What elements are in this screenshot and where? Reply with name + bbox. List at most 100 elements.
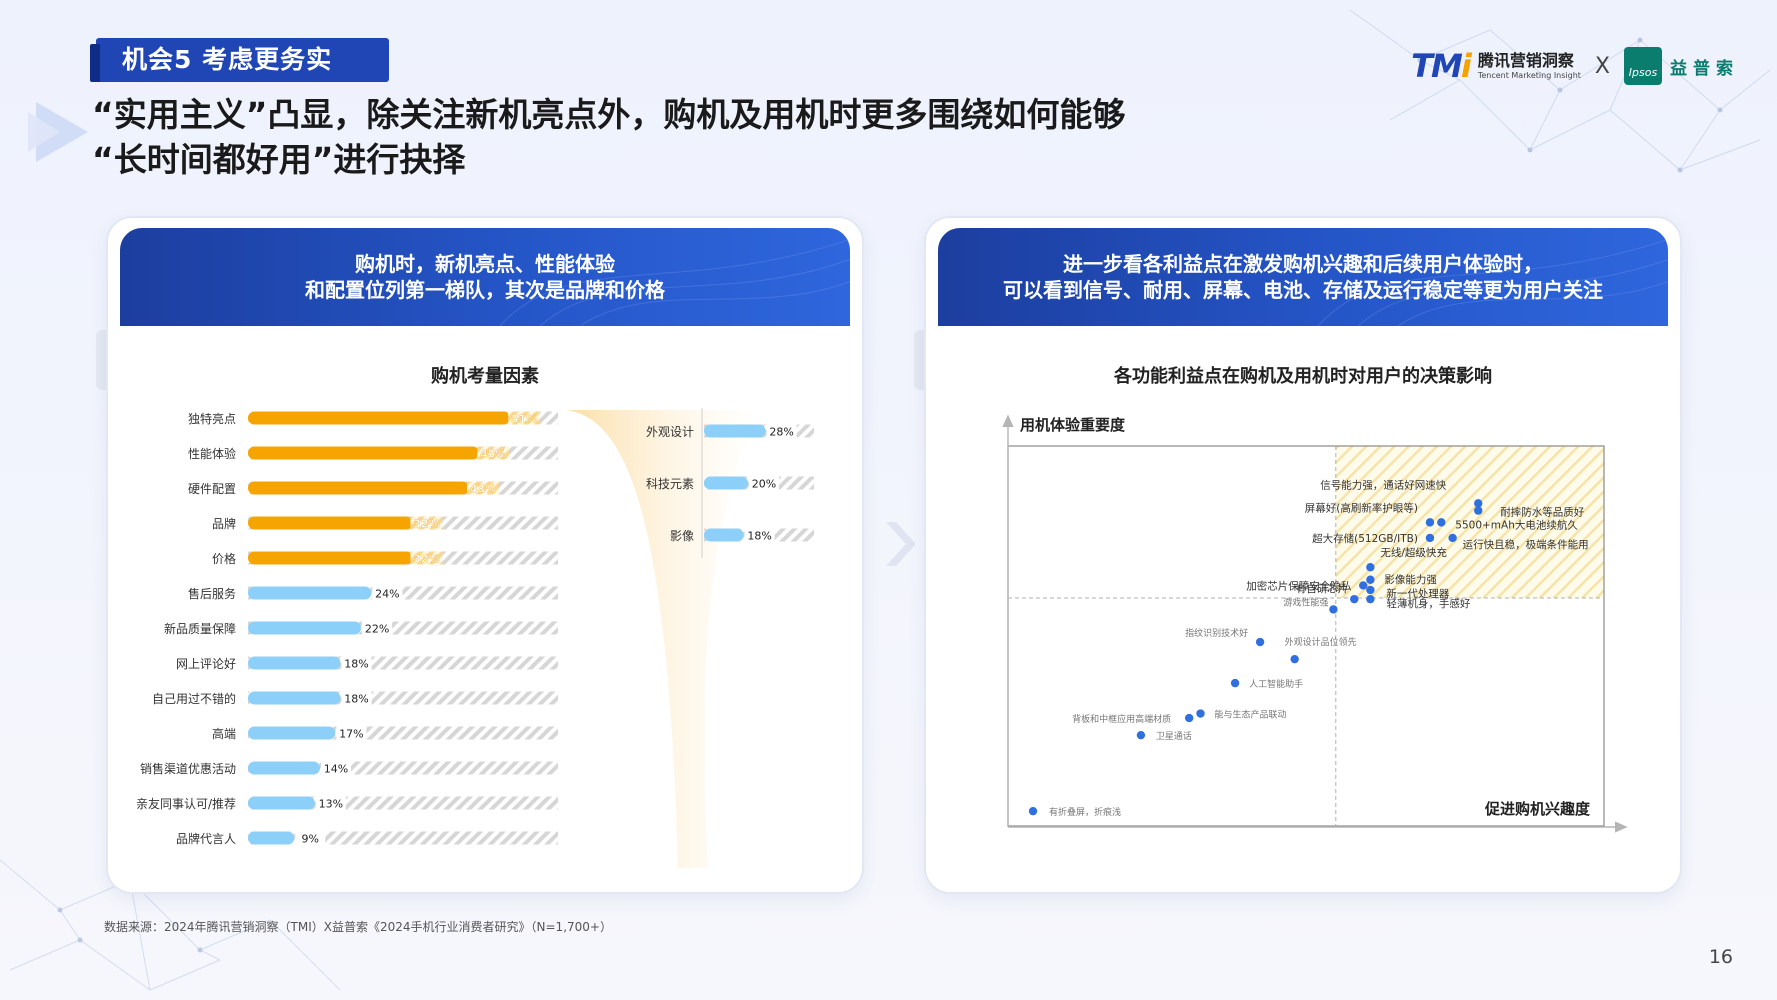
bar-category-label: 品牌代言人 bbox=[176, 832, 236, 846]
sub-bar-label-bg bbox=[749, 476, 779, 490]
bar-category-label: 售后服务 bbox=[188, 586, 236, 601]
scatter-point-label: 加密芯片保障安全隐私 bbox=[1246, 579, 1351, 592]
sub-bar bbox=[704, 424, 766, 438]
scatter-point bbox=[1448, 533, 1457, 543]
bar-category-label: 销售渠道优惠活动 bbox=[140, 761, 236, 776]
bar bbox=[248, 691, 341, 705]
bar-category-label: 硬件配置 bbox=[188, 482, 236, 496]
bar-value-label: 43% bbox=[470, 483, 496, 496]
scatter-point bbox=[1366, 594, 1375, 604]
bar-value-label: 9% bbox=[302, 833, 319, 846]
bar bbox=[248, 411, 511, 425]
scatter-point-label: 游戏性能强 bbox=[1283, 596, 1328, 608]
y-axis-label: 用机体验重要度 bbox=[1020, 416, 1126, 434]
left-panel: 购机时，新机亮点、性能体验 和配置位列第一梯队，其次是品牌和价格 购机考量因素 … bbox=[106, 216, 864, 894]
sub-bar-label-bg bbox=[744, 528, 775, 542]
bar-value-label: 14% bbox=[324, 763, 348, 776]
bar-label-bg bbox=[320, 761, 351, 775]
bar-value-label: 17% bbox=[339, 728, 363, 741]
bar-value-label: 13% bbox=[319, 798, 343, 811]
bar-category-label: 高端 bbox=[212, 726, 236, 741]
scatter-point-label: 指纹识别技术好 bbox=[1185, 627, 1248, 639]
sub-bar-category-label: 科技元素 bbox=[646, 477, 694, 491]
bar-label-bg bbox=[315, 796, 346, 810]
scatter-point-label: 屏幕好(高刷新率护眼等) bbox=[1305, 501, 1418, 514]
bar bbox=[248, 621, 362, 635]
page-number: 16 bbox=[1708, 946, 1733, 968]
tmi-logo-icon: TMi bbox=[1411, 47, 1472, 85]
scatter-point-label: 能与生态产品联动 bbox=[1215, 709, 1287, 721]
right-panel-header: 进一步看各利益点在激发购机兴趣和后续用户体验时， 可以看到信号、耐用、屏幕、电池… bbox=[938, 228, 1668, 326]
scatter-point bbox=[1350, 594, 1359, 604]
scatter-point bbox=[1474, 499, 1483, 508]
sub-bar-value-label: 28% bbox=[769, 426, 793, 439]
bar bbox=[248, 656, 341, 670]
scatter-point bbox=[1136, 730, 1146, 740]
bar-value-label: 45% bbox=[480, 448, 506, 461]
bar-label-bg bbox=[362, 621, 393, 635]
sub-bar-category-label: 影像 bbox=[670, 529, 694, 543]
bar-value-label: 24% bbox=[375, 588, 399, 601]
tmi-name-en: Tencent Marketing Insight bbox=[1477, 70, 1581, 80]
scatter-point bbox=[1366, 585, 1375, 595]
bar bbox=[248, 761, 320, 775]
right-header-line-2: 可以看到信号、耐用、屏幕、电池、存储及运行稳定等更为用户关注 bbox=[1003, 278, 1603, 302]
scatter-point bbox=[1329, 605, 1338, 614]
scatter-point bbox=[1028, 806, 1038, 816]
ipsos-logo-icon: Ipsos bbox=[1624, 47, 1662, 85]
bar-label-bg bbox=[341, 691, 372, 705]
bar-value-label: 18% bbox=[344, 693, 368, 706]
bar-value-label: 51% bbox=[511, 413, 537, 426]
scatter-point-label: 超大存储(512GB/ITB) bbox=[1312, 532, 1418, 545]
headline-line-2: “长时间都好用”进行抉择 bbox=[92, 140, 466, 179]
scatter-point bbox=[1359, 581, 1368, 590]
bar-category-label: 品牌 bbox=[212, 517, 236, 531]
breakdown-connector bbox=[566, 410, 760, 868]
sub-bar-category-label: 外观设计 bbox=[646, 425, 694, 439]
header-wave-decoration-right bbox=[1317, 238, 1668, 326]
scatter-point bbox=[1425, 533, 1435, 543]
headline-line-1: “实用主义”凸显，除关注新机亮点外，购机及用机时更多围绕如何能够 bbox=[92, 95, 1126, 134]
scatter-point bbox=[1425, 518, 1435, 527]
scatter-point-label: 背板和中框应用高端材质 bbox=[1072, 713, 1171, 725]
scatter-point bbox=[1230, 678, 1240, 688]
scatter-point bbox=[1196, 709, 1205, 718]
bar-label-bg bbox=[477, 446, 510, 460]
scatter-point-label: 卫星通话 bbox=[1156, 730, 1192, 742]
scatter-point bbox=[1366, 563, 1375, 572]
page-headline: “实用主义”凸显，除关注新机亮点外，购机及用机时更多围绕如何能够 “长时间都好用… bbox=[92, 92, 1392, 182]
bar-category-label: 自己用过不错的 bbox=[152, 691, 236, 706]
bar-category-label: 网上评论好 bbox=[176, 657, 236, 671]
logo-separator: X bbox=[1594, 53, 1610, 79]
left-chart-title: 购机考量因素 bbox=[431, 366, 539, 387]
bar-label-bg bbox=[372, 586, 403, 600]
scatter-point-label: 轻薄机身，手感好 bbox=[1386, 597, 1470, 610]
bar bbox=[248, 551, 413, 565]
bar-track bbox=[248, 831, 558, 845]
bar-category-label: 亲友同事认可/推荐 bbox=[136, 797, 236, 811]
bar-value-label: 32% bbox=[413, 518, 439, 531]
play-arrow-icon bbox=[28, 102, 88, 162]
x-axis-label: 促进购机兴趣度 bbox=[1484, 800, 1591, 818]
scatter-point bbox=[1474, 506, 1483, 515]
scatter-point-label: 无线/超级快充 bbox=[1380, 546, 1447, 559]
bar-category-label: 价格 bbox=[212, 551, 236, 566]
bar-value-label: 18% bbox=[344, 658, 368, 671]
right-chart-title: 各功能利益点在购机及用机时对用户的决策影响 bbox=[1114, 366, 1492, 387]
bar-value-label: 32% bbox=[413, 553, 439, 566]
bar bbox=[248, 446, 480, 460]
scatter-point-label: 影像能力强 bbox=[1384, 573, 1437, 586]
bar-label-bg bbox=[410, 551, 443, 565]
panel-tab-decoration bbox=[96, 330, 108, 390]
bar-label-bg bbox=[410, 516, 443, 530]
network-decoration bbox=[1349, 9, 1771, 173]
bar-label-bg bbox=[336, 726, 367, 740]
right-panel: 进一步看各利益点在激发购机兴趣和后续用户体验时， 可以看到信号、耐用、屏幕、电池… bbox=[924, 216, 1682, 894]
left-panel-header: 购机时，新机亮点、性能体验 和配置位列第一梯队，其次是品牌和价格 bbox=[120, 228, 850, 326]
scatter-point-label: 5500+mAh大电池续航久 bbox=[1455, 518, 1578, 531]
bar-label-bg bbox=[467, 481, 500, 495]
bar bbox=[248, 831, 295, 845]
scatter-point-label: 运行快且稳，极端条件能用 bbox=[1463, 538, 1589, 551]
data-source: 数据来源：2024年腾讯营销洞察（TMI）X益普索《2024手机行业消费者研究》… bbox=[104, 920, 612, 934]
bar-label-bg bbox=[341, 656, 372, 670]
